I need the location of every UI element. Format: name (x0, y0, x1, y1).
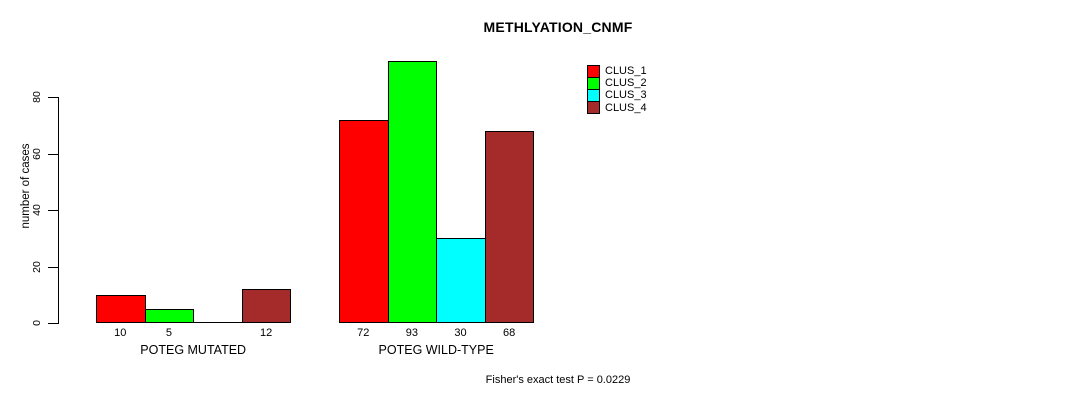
legend-row-clus_3: CLUS_3 (587, 88, 647, 102)
stats-annotation: Fisher's exact test P = 0.0229 (485, 374, 631, 386)
legend-label: CLUS_3 (605, 89, 647, 102)
legend-swatch-icon (587, 64, 600, 78)
bar-value-label: 72 (357, 327, 370, 339)
bar-value-label: 12 (259, 327, 273, 339)
y-tick-mark (48, 210, 58, 212)
y-tick-label: 60 (31, 147, 43, 160)
legend-row-clus_2: CLUS_2 (587, 76, 647, 90)
legend-swatch-icon (587, 76, 600, 90)
legend-row-clus_4: CLUS_4 (587, 101, 647, 115)
y-tick-mark (48, 97, 58, 99)
bar-value-label: 5 (165, 327, 172, 339)
legend-label: CLUS_2 (605, 77, 647, 90)
legend-label: CLUS_1 (605, 65, 647, 78)
legend-label: CLUS_4 (605, 101, 647, 114)
y-tick-label: 20 (31, 260, 43, 273)
group-label: POTEG MUTATED (140, 343, 247, 357)
bar-value-label: 30 (454, 327, 467, 339)
y-tick-label: 40 (31, 204, 43, 217)
y-tick-mark (48, 323, 58, 324)
bar-clus_4-group1 (241, 289, 292, 323)
bar-value-label: 10 (114, 327, 127, 339)
bar-value-label: 68 (502, 327, 516, 339)
bar-clus_3-group2 (436, 238, 486, 323)
legend-swatch-icon (587, 88, 600, 102)
bar-clus_1-group1 (96, 294, 146, 323)
group-label: POTEG WILD-TYPE (378, 343, 494, 357)
y-tick-label: 80 (31, 91, 43, 104)
legend: CLUS_1 CLUS_2 CLUS_3 CLUS_4 (587, 64, 647, 115)
legend-swatch-icon (587, 101, 600, 115)
y-tick-mark (48, 153, 58, 155)
y-axis-line (58, 97, 59, 324)
bar-clus_2-group2 (387, 60, 438, 323)
bar-value-label: 93 (405, 327, 419, 339)
y-tick-label: 0 (31, 320, 43, 326)
legend-row-clus_1: CLUS_1 (587, 64, 647, 78)
bar-clus_4-group2 (484, 131, 535, 323)
chart-title: METHLYATION_CNMF (483, 19, 633, 35)
bar-clus_2-group1 (144, 308, 195, 323)
bar-clus_3-group1 (193, 322, 243, 323)
y-tick-mark (48, 266, 58, 268)
bar-clus_1-group2 (339, 119, 389, 323)
